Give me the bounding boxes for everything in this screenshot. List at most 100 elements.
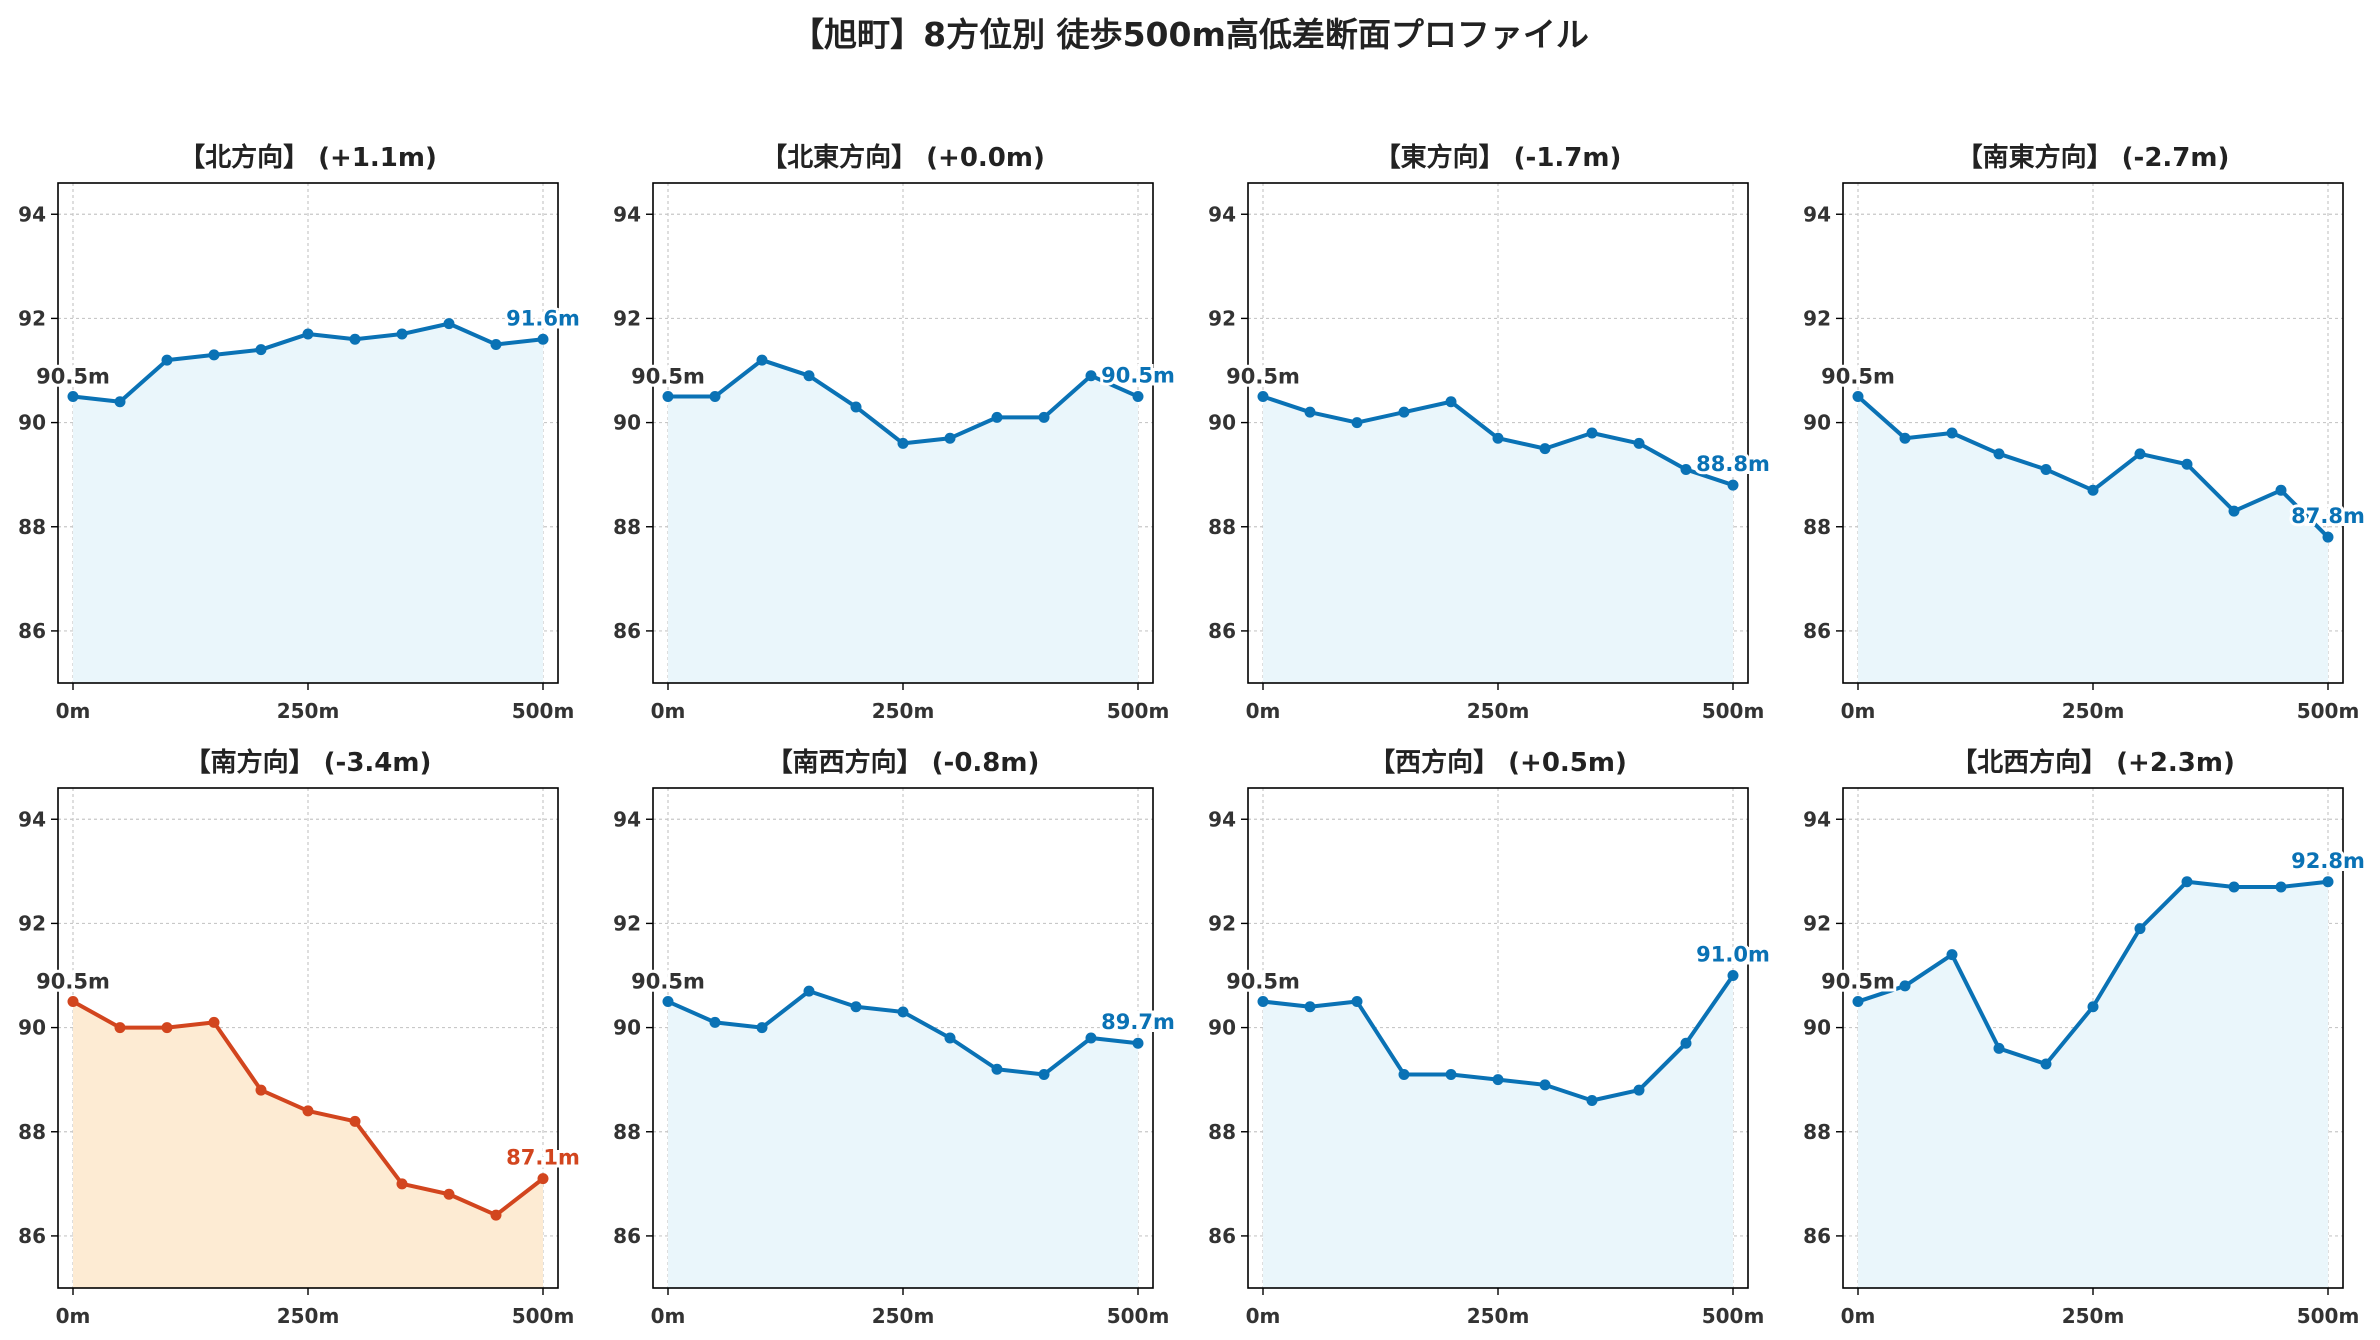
panel-title: 【北西方向】 (+2.3m): [1951, 747, 2235, 778]
x-tick-label: 0m: [56, 699, 91, 723]
data-point: [1586, 427, 1598, 439]
area-fill: [1263, 396, 1733, 683]
data-point: [1304, 406, 1316, 418]
start-elevation-label: 90.5m: [36, 365, 110, 389]
data-point: [537, 333, 549, 345]
data-point: [850, 401, 862, 413]
start-elevation-label: 90.5m: [631, 365, 705, 389]
y-tick-label: 90: [1208, 411, 1236, 435]
start-elevation-label: 90.5m: [1821, 365, 1895, 389]
y-tick-label: 86: [18, 619, 46, 643]
data-point: [1899, 432, 1911, 444]
end-elevation-label: 89.7m: [1101, 1010, 1175, 1034]
y-tick-label: 88: [1803, 515, 1831, 539]
data-point: [1852, 391, 1864, 403]
data-point: [1038, 411, 1050, 423]
y-tick-label: 90: [18, 411, 46, 435]
data-point: [991, 411, 1003, 423]
data-point: [991, 1063, 1003, 1075]
data-point: [443, 318, 455, 330]
panel-title: 【南東方向】 (-2.7m): [1957, 142, 2230, 173]
data-point: [756, 1022, 768, 1034]
figure-title: 【旭町】8方位別 徒歩500m高低差断面プロファイル: [791, 15, 1589, 54]
x-tick-label: 500m: [2297, 1304, 2360, 1328]
x-tick-label: 250m: [2062, 1304, 2125, 1328]
data-point: [1852, 996, 1864, 1008]
y-tick-label: 90: [18, 1016, 46, 1040]
start-elevation-label: 90.5m: [1226, 970, 1300, 994]
y-tick-label: 90: [1208, 1016, 1236, 1040]
data-point: [756, 354, 768, 366]
x-tick-label: 500m: [1702, 1304, 1765, 1328]
area-fill: [668, 991, 1138, 1288]
data-point: [1899, 980, 1911, 992]
data-point: [349, 333, 361, 345]
y-tick-label: 86: [1208, 619, 1236, 643]
x-tick-label: 0m: [651, 699, 686, 723]
data-point: [1132, 1037, 1144, 1049]
y-tick-label: 90: [1803, 411, 1831, 435]
y-tick-label: 94: [1208, 807, 1236, 831]
area-fill: [73, 323, 543, 683]
data-point: [396, 328, 408, 340]
data-point: [255, 1084, 267, 1096]
y-tick-label: 92: [613, 306, 641, 330]
y-tick-label: 88: [613, 515, 641, 539]
y-tick-label: 86: [18, 1224, 46, 1248]
data-point: [1132, 391, 1144, 403]
data-point: [944, 432, 956, 444]
data-point: [1492, 1074, 1504, 1086]
data-point: [1586, 1095, 1598, 1106]
end-elevation-label: 91.6m: [506, 306, 580, 330]
data-point: [2087, 1001, 2099, 1013]
data-point: [944, 1032, 956, 1044]
data-point: [1351, 996, 1363, 1008]
data-point: [1680, 1037, 1692, 1049]
x-tick-label: 0m: [651, 1304, 686, 1328]
y-tick-label: 86: [1208, 1224, 1236, 1248]
data-point: [537, 1173, 549, 1185]
data-point: [443, 1188, 455, 1200]
x-tick-label: 250m: [872, 1304, 935, 1328]
area-fill: [668, 360, 1138, 683]
end-elevation-label: 88.8m: [1696, 452, 1770, 476]
data-point: [114, 1022, 126, 1034]
area-fill: [73, 1001, 543, 1288]
y-tick-label: 88: [1803, 1120, 1831, 1144]
start-elevation-label: 90.5m: [1821, 970, 1895, 994]
data-point: [2134, 923, 2146, 935]
x-tick-label: 500m: [512, 1304, 575, 1328]
panel-title: 【北方向】 (+1.1m): [179, 142, 437, 173]
data-point: [161, 354, 173, 366]
y-tick-label: 90: [613, 411, 641, 435]
x-tick-label: 0m: [56, 1304, 91, 1328]
data-point: [803, 370, 815, 382]
data-point: [1539, 443, 1551, 455]
y-tick-label: 86: [1803, 1224, 1831, 1248]
data-point: [1445, 396, 1457, 408]
y-tick-label: 88: [18, 515, 46, 539]
y-tick-label: 94: [1803, 807, 1831, 831]
data-point: [161, 1022, 173, 1034]
x-tick-label: 500m: [1702, 699, 1765, 723]
data-point: [1085, 1032, 1097, 1044]
data-point: [1727, 970, 1739, 981]
data-point: [1946, 949, 1958, 961]
y-tick-label: 86: [1803, 619, 1831, 643]
data-point: [2181, 458, 2193, 470]
data-point: [897, 437, 909, 449]
data-point: [1257, 996, 1269, 1008]
data-point: [1304, 1001, 1316, 1013]
panel-2: 【東方向】 (-1.7m) 86 88 90 92 94 0m 250m 500m 90.5m 88…: [1208, 142, 1773, 723]
y-tick-label: 88: [613, 1120, 641, 1144]
data-point: [803, 985, 815, 997]
data-point: [2228, 881, 2240, 893]
x-tick-label: 250m: [277, 699, 340, 723]
y-tick-label: 94: [18, 202, 46, 226]
y-tick-label: 94: [1803, 202, 1831, 226]
data-point: [1085, 370, 1097, 382]
data-point: [662, 996, 674, 1008]
panel-5: 【南西方向】 (-0.8m) 86 88 90 92 94 0m 250m 500m 90.5m 8…: [613, 747, 1178, 1328]
x-tick-label: 250m: [1467, 699, 1530, 723]
